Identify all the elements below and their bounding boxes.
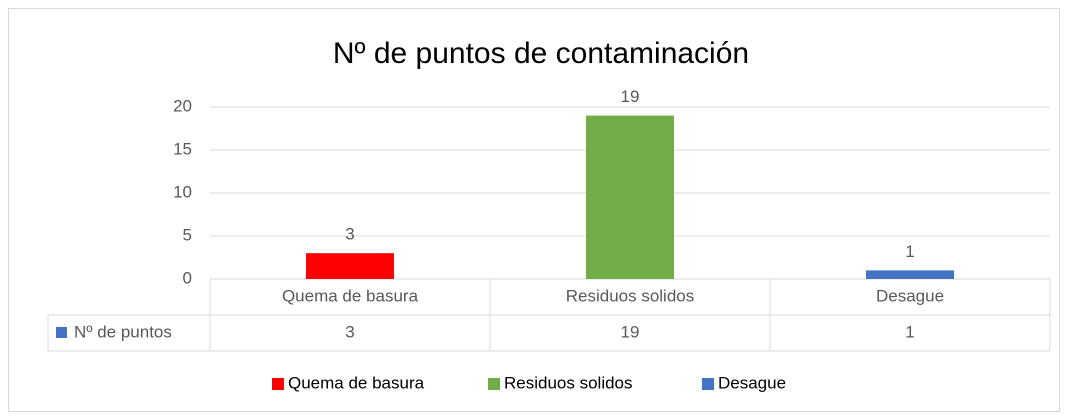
legend-label: Quema de basura xyxy=(288,373,425,392)
data-label: 1 xyxy=(905,242,914,261)
x-tick-label: Desague xyxy=(876,286,944,305)
table-legend-key xyxy=(56,327,67,338)
table-value: 1 xyxy=(905,322,914,341)
table-value: 3 xyxy=(345,322,354,341)
y-tick-label: 10 xyxy=(173,182,192,201)
table-value: 19 xyxy=(621,322,640,341)
table-series-name: Nº de puntos xyxy=(74,322,172,341)
bar xyxy=(866,270,954,279)
data-label: 3 xyxy=(345,225,354,244)
legend-label: Desague xyxy=(718,373,786,392)
legend-key xyxy=(272,378,284,390)
chart-border xyxy=(8,8,1060,412)
legend-label: Residuos solidos xyxy=(504,373,633,392)
y-tick-label: 0 xyxy=(183,268,192,287)
y-tick-label: 15 xyxy=(173,139,192,158)
legend-key xyxy=(702,378,714,390)
legend-key xyxy=(488,378,500,390)
bar xyxy=(586,115,674,279)
bar xyxy=(306,253,394,279)
y-tick-label: 20 xyxy=(173,96,192,115)
data-label: 19 xyxy=(621,87,640,106)
x-tick-label: Residuos solidos xyxy=(566,286,695,305)
x-tick-label: Quema de basura xyxy=(282,286,419,305)
chart-title: Nº de puntos de contaminación xyxy=(333,37,749,70)
y-tick-label: 5 xyxy=(183,225,192,244)
